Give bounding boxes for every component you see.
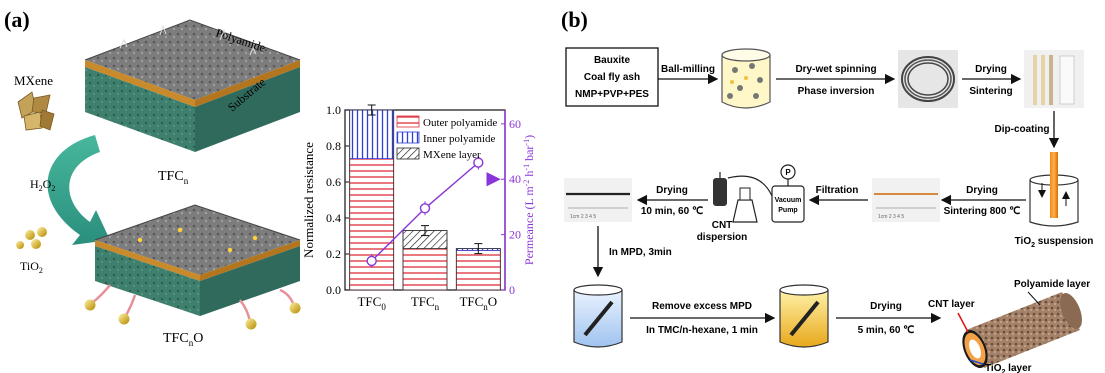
tmc-beaker-icon xyxy=(779,284,829,348)
panel-b: (b) Bauxite Coal fly ash NMP+PVP+PES Bal… xyxy=(561,7,1093,373)
mxene-flakes-icon xyxy=(17,91,55,131)
tio2-layer-label: TiO2 layer xyxy=(985,363,1032,373)
x-tick-label: TFCnO xyxy=(459,294,497,312)
raw-materials-box xyxy=(565,47,659,107)
y-tick-label: 0.4 xyxy=(326,211,341,225)
slurry-beaker-icon xyxy=(721,48,771,109)
drying-label-3: Drying xyxy=(656,185,688,196)
legend-label: MXene layer xyxy=(423,149,481,161)
filtration-label: Filtration xyxy=(816,185,859,196)
y2-tick-label: 60 xyxy=(509,117,521,131)
raw-material-solvents: NMP+PVP+PES xyxy=(575,89,649,100)
cnt-coated-tube-photo xyxy=(564,178,632,222)
cnt-dispersion-label-1: CNT xyxy=(712,220,733,231)
svg-text:1cm 2 3 4 5: 1cm 2 3 4 5 xyxy=(570,214,596,220)
permeance-point xyxy=(366,255,377,267)
pressure-gauge-label: P xyxy=(785,168,791,177)
coated-tube-photo xyxy=(872,178,940,222)
polyamide-layer-label: Polyamide layer xyxy=(1014,279,1090,290)
bar-segment xyxy=(349,109,395,159)
phase-inversion-label: Phase inversion xyxy=(798,86,875,97)
sintering-label: Sintering xyxy=(969,86,1012,97)
svg-text:1cm 2 3 4 5: 1cm 2 3 4 5 xyxy=(878,214,904,220)
y-tick-label: 0.6 xyxy=(326,175,341,189)
legend-label: Inner polyamide xyxy=(423,133,496,145)
y-tick-label: 0.0 xyxy=(326,283,341,297)
panel-a-label: (a) xyxy=(4,7,30,32)
dry-wet-spinning-label: Dry-wet spinning xyxy=(795,64,876,75)
bar-segment xyxy=(402,248,448,291)
drying-label-2: Drying xyxy=(966,185,998,196)
x-tick-label: TFC0 xyxy=(357,294,386,312)
y2-tick-label: 0 xyxy=(509,283,515,297)
in-tmc-label: In TMC/n-hexane, 1 min xyxy=(646,325,758,336)
drying-label-4: Drying xyxy=(870,301,902,312)
y2-tick-label: 20 xyxy=(509,228,521,242)
legend-swatch xyxy=(396,147,420,160)
y-tick-label: 1.0 xyxy=(326,103,341,117)
cnt-layer-label: CNT layer xyxy=(928,299,975,310)
y-tick-label: 0.2 xyxy=(326,247,341,261)
filtration-apparatus-icon xyxy=(713,164,805,223)
bar-segment xyxy=(455,249,501,291)
x-tick-label: TFCn xyxy=(411,294,440,312)
y-axis-label: Normalized resistance xyxy=(301,142,316,258)
y2-tick-label: 40 xyxy=(509,172,521,186)
drying-label-1: Drying xyxy=(975,64,1007,75)
tio2-suspension-label: TiO2 suspension xyxy=(1015,236,1094,249)
bar-segment xyxy=(349,158,395,291)
raw-material-fly-ash: Coal fly ash xyxy=(584,72,640,83)
remove-mpd-label: Remove excess MPD xyxy=(652,301,752,312)
legend-swatch xyxy=(396,115,420,128)
tfcn-label: TFCn xyxy=(158,169,189,186)
membrane-tfcno-illustration xyxy=(84,204,301,330)
y-tick-label: 0.8 xyxy=(326,139,341,153)
dip-coating-label: Dip-coating xyxy=(995,124,1050,135)
legend-swatch xyxy=(396,131,420,144)
panel-a: (a) Polyamide Substrate TFCn MXene H2O2 xyxy=(4,7,536,348)
tio2-particles-icon xyxy=(16,227,47,249)
leader-cnt xyxy=(957,312,969,333)
curved-transform-arrow xyxy=(47,135,110,245)
sintering-800-label: Sintering 800 ℃ xyxy=(944,206,1021,217)
vacuum-pump-label-2: Pump xyxy=(778,207,797,214)
permeance-point xyxy=(419,203,431,214)
leader-tio2 xyxy=(969,359,984,365)
h2o2-label: H2O2 xyxy=(30,177,55,193)
resistance-permeance-chart: 0.0 0.2 0.4 0.6 0.8 1.0 0 20 40 60 TFC0 TFCn TFCnO Ou… xyxy=(301,103,536,312)
raw-material-bauxite: Bauxite xyxy=(594,55,631,66)
drying-4-conditions: 5 min, 60 ℃ xyxy=(858,325,915,336)
tfcno-label: TFCnO xyxy=(163,331,203,348)
panel-b-label: (b) xyxy=(561,7,588,32)
coiled-fibers-photo xyxy=(898,50,958,108)
drying-3-conditions: 10 min, 60 ℃ xyxy=(641,206,703,217)
y2-axis-label: Permeance (L m-2 h-1 bar-1) xyxy=(522,135,537,265)
ball-milling-label: Ball-milling xyxy=(661,64,715,75)
cnt-dispersion-label-2: dispersion xyxy=(697,232,748,243)
vacuum-pump-label-1: Vacuum xyxy=(775,197,802,204)
mxene-label: MXene xyxy=(14,73,53,88)
mpd-beaker-icon xyxy=(573,284,623,348)
membrane-tfcn-illustration xyxy=(84,19,301,152)
tio2-suspension-beaker-icon xyxy=(1029,152,1079,227)
final-membrane-tube-icon xyxy=(962,292,1082,368)
tio2-label: TiO2 xyxy=(20,259,43,275)
in-mpd-label: In MPD, 3min xyxy=(609,247,672,258)
legend-label: Outer polyamide xyxy=(423,117,497,129)
leader-polyamide xyxy=(1027,291,1041,306)
permeance-point xyxy=(473,157,484,168)
